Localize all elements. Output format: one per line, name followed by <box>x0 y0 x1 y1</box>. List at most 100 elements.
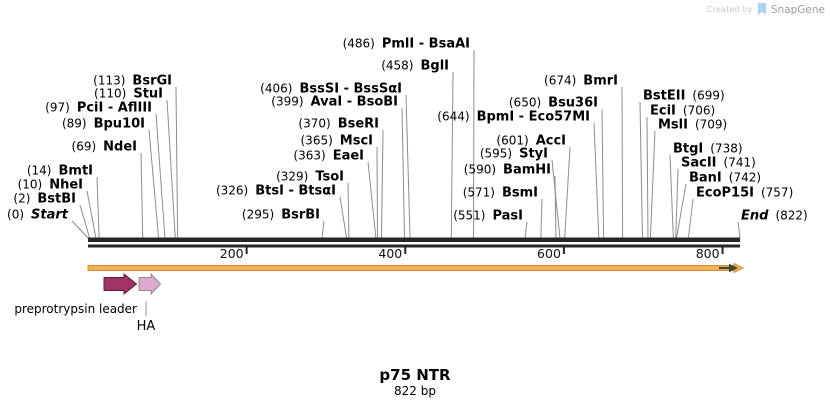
site-bmti: (14) BmtI <box>27 164 100 239</box>
site-ndei: (69) NdeI <box>72 140 144 239</box>
backbone-line <box>87 265 735 271</box>
site-connector <box>79 204 91 239</box>
site-bamhi: (590) BamHI <box>464 163 557 239</box>
site-label[interactable]: (399) AvaI - BsoBI <box>271 95 398 110</box>
site-connector <box>564 146 571 239</box>
site-connector <box>321 220 325 239</box>
site-connector <box>675 168 679 239</box>
site-label[interactable]: (601) AccI <box>496 134 566 149</box>
site-label[interactable]: (97) PciI - AflIII <box>45 101 152 116</box>
site-pasi: (551) PasI <box>453 209 528 239</box>
site-connector <box>175 86 179 239</box>
site-connector <box>524 221 528 239</box>
site-label[interactable]: MslI (709) <box>658 118 727 133</box>
site-connector <box>339 196 348 239</box>
site-connector <box>540 198 543 239</box>
backbone-arrowhead-icon <box>729 263 738 273</box>
site-label[interactable]: (674) BmrI <box>544 74 618 89</box>
site-label[interactable]: (10) NheI <box>18 178 83 193</box>
site-label[interactable]: (551) PasI <box>453 209 523 224</box>
site-label[interactable]: (113) BsrGI <box>93 74 172 89</box>
map-title: p75 NTR <box>379 366 451 384</box>
site-label[interactable]: (458) BglI <box>381 59 449 74</box>
ruler-tick-label: 800 <box>696 246 720 261</box>
site-connector <box>140 152 144 239</box>
site-start: (0) Start <box>7 208 89 239</box>
site-connector <box>669 154 674 239</box>
watermark-brand: SnapGene <box>770 3 825 16</box>
site-connector <box>401 107 405 239</box>
site-label[interactable]: (370) BseRI <box>298 117 379 132</box>
site-bsu36i: (650) Bsu36I <box>509 96 605 239</box>
site-bstbi: (2) BstBI <box>13 192 91 239</box>
site-btgi: BtgI (738) <box>669 142 743 239</box>
site-msci: (365) MscI <box>301 134 379 239</box>
site-label[interactable]: EcoP15I (757) <box>696 186 793 201</box>
site-label[interactable]: (0) Start <box>7 208 69 223</box>
site-connector <box>96 176 100 239</box>
site-label[interactable]: (595) StyI <box>480 147 548 162</box>
site-label[interactable]: (363) EaeI <box>293 149 364 164</box>
site-label[interactable]: (365) MscI <box>301 134 374 149</box>
site-connector <box>71 220 89 239</box>
site-ecop15i: EcoP15I (757) <box>687 186 793 239</box>
site-connector <box>646 116 649 239</box>
site-bpu10i: (89) Bpu10I <box>62 117 160 239</box>
site-bgli: (458) BglI <box>381 59 454 239</box>
site-bsrbi: (295) BsrBI <box>242 208 325 239</box>
site-connector <box>687 198 694 239</box>
ruler-tick-label: 400 <box>378 246 402 261</box>
site-label[interactable]: BstEII (699) <box>643 89 725 104</box>
site-label[interactable]: (329) TsoI <box>276 170 344 185</box>
site-label[interactable]: (590) BamHI <box>464 163 551 178</box>
site-label[interactable]: SacII (741) <box>681 156 756 171</box>
site-connector <box>649 130 656 239</box>
site-label[interactable]: (644) BpmI - Eco57MI <box>437 110 590 125</box>
site-pmli-bsaai: (486) PmlI - BsaAI <box>343 37 475 239</box>
site-avai-bsobi: (399) AvaI - BsoBI <box>271 95 405 239</box>
site-stui: (110) StuI <box>94 87 176 239</box>
site-connector <box>676 183 687 239</box>
site-label[interactable]: (2) BstBI <box>13 192 76 207</box>
snapgene-logo-icon <box>757 3 766 15</box>
site-eaei: (363) EaeI <box>293 149 377 239</box>
site-label[interactable]: (326) BtsI - BtsαI <box>216 184 336 199</box>
site-nhei: (10) NheI <box>18 178 97 239</box>
site-label[interactable]: (571) BsmI <box>463 186 538 201</box>
site-bseri: (370) BseRI <box>298 117 384 239</box>
site-label[interactable]: BanI (742) <box>689 171 761 186</box>
site-label[interactable]: (69) NdeI <box>72 140 137 155</box>
site-label[interactable]: (406) BssSI - BssSαI <box>260 82 402 97</box>
feature-arrow-ha[interactable] <box>138 272 162 296</box>
site-bsrgi: (113) BsrGI <box>93 74 179 239</box>
ruler-tick-label: 600 <box>537 246 561 261</box>
feature-label-preprotrypsin-leader[interactable]: preprotrypsin leader <box>14 302 137 316</box>
site-connector <box>621 86 624 239</box>
site-label[interactable]: (110) StuI <box>94 87 163 102</box>
site-label[interactable]: BtgI (738) <box>673 142 743 157</box>
site-connector <box>376 146 379 239</box>
ruler-tick-label: 200 <box>220 246 244 261</box>
site-connector <box>554 175 557 239</box>
site-label[interactable]: (295) BsrBI <box>242 208 320 223</box>
site-connector <box>405 94 411 239</box>
site-connector <box>367 161 377 239</box>
site-connector <box>737 221 741 239</box>
site-label[interactable]: (486) PmlI - BsaAI <box>343 37 470 52</box>
site-label[interactable]: End (822) <box>741 209 808 224</box>
feature-arrow-preprotrypsin-leader[interactable] <box>103 272 138 296</box>
site-connector <box>551 159 561 239</box>
site-bpmi-eco57mi: (644) BpmI - Eco57MI <box>437 110 600 239</box>
site-acci: (601) AccI <box>496 134 571 239</box>
site-connector <box>148 129 160 239</box>
feature-label-ha[interactable]: HA <box>136 319 156 334</box>
site-label[interactable]: (650) Bsu36I <box>509 96 598 111</box>
site-label[interactable]: (89) Bpu10I <box>62 117 145 132</box>
site-bsmi: (571) BsmI <box>463 186 543 239</box>
site-connector <box>639 101 643 239</box>
site-connector <box>601 108 605 239</box>
site-label[interactable]: (14) BmtI <box>27 164 93 179</box>
site-label[interactable]: EciI (706) <box>650 104 715 119</box>
